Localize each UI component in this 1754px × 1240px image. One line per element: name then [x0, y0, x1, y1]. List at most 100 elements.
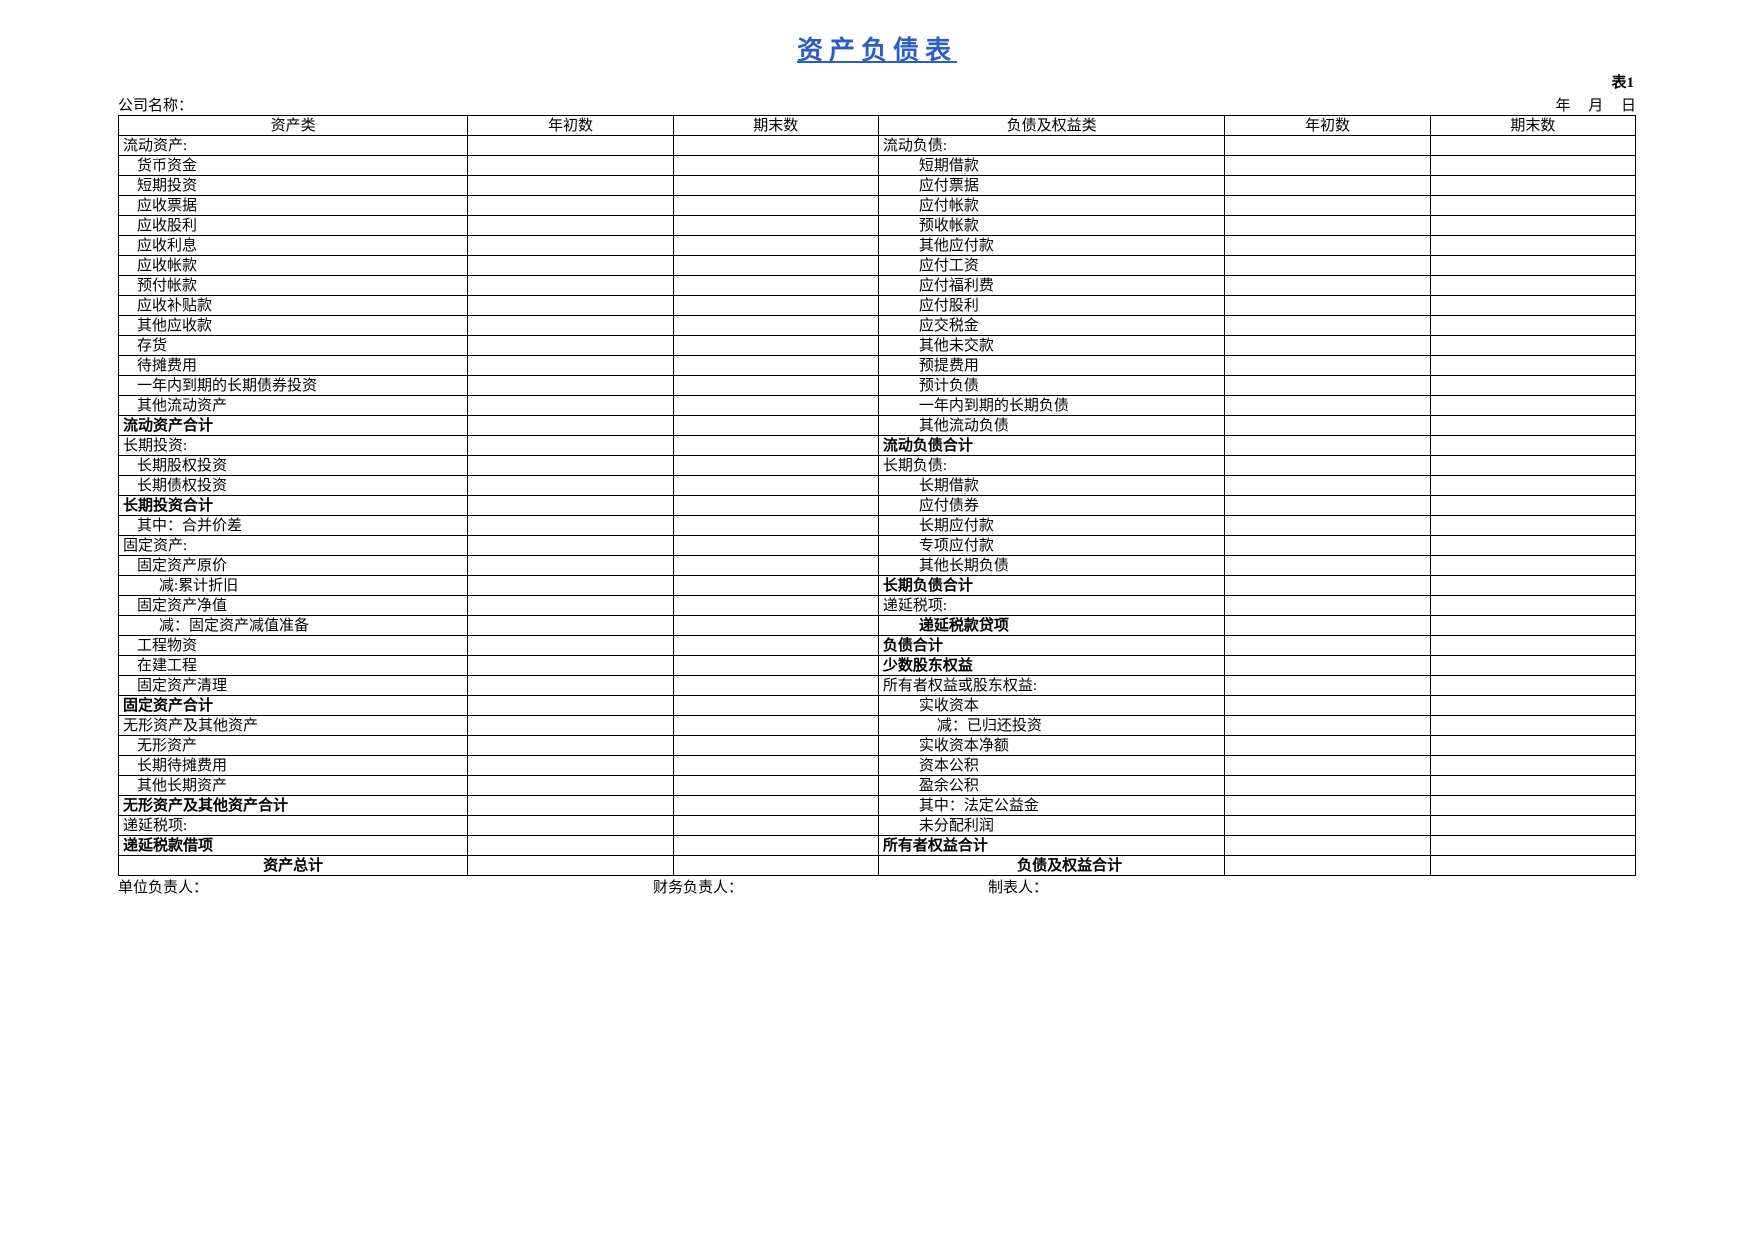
asset-label: 短期投资: [119, 176, 468, 196]
liab-begin-value: [1225, 856, 1430, 876]
liab-end-value: [1430, 356, 1635, 376]
asset-label: 无形资产: [119, 736, 468, 756]
asset-end-value: [673, 496, 878, 516]
liability-label: 专项应付款: [878, 536, 1224, 556]
month-label: 月: [1588, 94, 1603, 115]
liab-end-value: [1430, 736, 1635, 756]
asset-label: 应收股利: [119, 216, 468, 236]
liability-label: 减：已归还投资: [878, 716, 1224, 736]
asset-end-value: [673, 456, 878, 476]
asset-begin-value: [468, 336, 673, 356]
liability-label: 少数股东权益: [878, 656, 1224, 676]
asset-end-value: [673, 676, 878, 696]
liab-end-value: [1430, 196, 1635, 216]
liab-end-value: [1430, 316, 1635, 336]
asset-label: 长期投资:: [119, 436, 468, 456]
table-row: 其中：合并价差长期应付款: [119, 516, 1636, 536]
liab-end-value: [1430, 416, 1635, 436]
liab-begin-value: [1225, 596, 1430, 616]
asset-begin-value: [468, 356, 673, 376]
asset-label: 长期债权投资: [119, 476, 468, 496]
asset-label: 固定资产:: [119, 536, 468, 556]
liab-end-value: [1430, 276, 1635, 296]
liab-end-value: [1430, 476, 1635, 496]
asset-label: 固定资产清理: [119, 676, 468, 696]
liability-label: 负债及权益合计: [878, 856, 1224, 876]
liability-label: 负债合计: [878, 636, 1224, 656]
asset-begin-value: [468, 696, 673, 716]
table-row: 存货其他未交款: [119, 336, 1636, 356]
liab-end-value: [1430, 776, 1635, 796]
liability-label: 资本公积: [878, 756, 1224, 776]
liab-end-value: [1430, 496, 1635, 516]
table-row: 其他长期资产 盈余公积: [119, 776, 1636, 796]
liab-begin-value: [1225, 336, 1430, 356]
asset-end-value: [673, 636, 878, 656]
liab-end-value: [1430, 296, 1635, 316]
asset-begin-value: [468, 396, 673, 416]
liability-label: 应付工资: [878, 256, 1224, 276]
liab-begin-value: [1225, 396, 1430, 416]
asset-end-value: [673, 396, 878, 416]
liab-end-value: [1430, 236, 1635, 256]
asset-begin-value: [468, 296, 673, 316]
liability-label: 应交税金: [878, 316, 1224, 336]
table-row: 固定资产: 专项应付款: [119, 536, 1636, 556]
liab-begin-value: [1225, 636, 1430, 656]
table-row: 无形资产实收资本净额: [119, 736, 1636, 756]
asset-begin-value: [468, 796, 673, 816]
asset-label: 应收帐款: [119, 256, 468, 276]
liab-begin-value: [1225, 256, 1430, 276]
liab-end-value: [1430, 676, 1635, 696]
asset-begin-value: [468, 676, 673, 696]
table-row: 减：固定资产减值准备递延税款贷项: [119, 616, 1636, 636]
asset-end-value: [673, 596, 878, 616]
liab-begin-value: [1225, 156, 1430, 176]
asset-label: 一年内到期的长期债券投资: [119, 376, 468, 396]
liability-label: 长期借款: [878, 476, 1224, 496]
page-title: 资产负债表: [118, 30, 1636, 67]
asset-begin-value: [468, 536, 673, 556]
asset-end-value: [673, 136, 878, 156]
liab-end-value: [1430, 136, 1635, 156]
table-row: 递延税项:未分配利润: [119, 816, 1636, 836]
asset-label: 应收补贴款: [119, 296, 468, 316]
asset-end-value: [673, 296, 878, 316]
asset-end-value: [673, 216, 878, 236]
liability-label: 长期负债合计: [878, 576, 1224, 596]
asset-end-value: [673, 556, 878, 576]
liability-label: 预收帐款: [878, 216, 1224, 236]
asset-label: 应收票据: [119, 196, 468, 216]
table-row: 货币资金短期借款: [119, 156, 1636, 176]
table-row: 长期债权投资 长期借款: [119, 476, 1636, 496]
asset-label: 固定资产净值: [119, 596, 468, 616]
asset-label: 其他长期资产: [119, 776, 468, 796]
liab-end-value: [1430, 176, 1635, 196]
asset-begin-value: [468, 436, 673, 456]
liab-begin-value: [1225, 436, 1430, 456]
liability-label: 盈余公积: [878, 776, 1224, 796]
asset-begin-value: [468, 376, 673, 396]
table-row: 其他应收款应交税金: [119, 316, 1636, 336]
liability-label: 未分配利润: [878, 816, 1224, 836]
year-label: 年: [1555, 94, 1570, 115]
asset-begin-value: [468, 616, 673, 636]
liab-begin-value: [1225, 536, 1430, 556]
liab-end-value: [1430, 516, 1635, 536]
liability-label: 其他流动负债: [878, 416, 1224, 436]
asset-end-value: [673, 796, 878, 816]
liab-end-value: [1430, 636, 1635, 656]
liab-begin-value: [1225, 456, 1430, 476]
asset-label: 固定资产原价: [119, 556, 468, 576]
asset-end-value: [673, 716, 878, 736]
liab-begin-value: [1225, 376, 1430, 396]
asset-end-value: [673, 196, 878, 216]
liab-end-value: [1430, 536, 1635, 556]
asset-begin-value: [468, 736, 673, 756]
finance-head-label: 财务负责人：: [653, 876, 988, 897]
liab-end-value: [1430, 616, 1635, 636]
liab-begin-value: [1225, 756, 1430, 776]
asset-begin-value: [468, 816, 673, 836]
liab-begin-value: [1225, 476, 1430, 496]
liab-end-value: [1430, 696, 1635, 716]
